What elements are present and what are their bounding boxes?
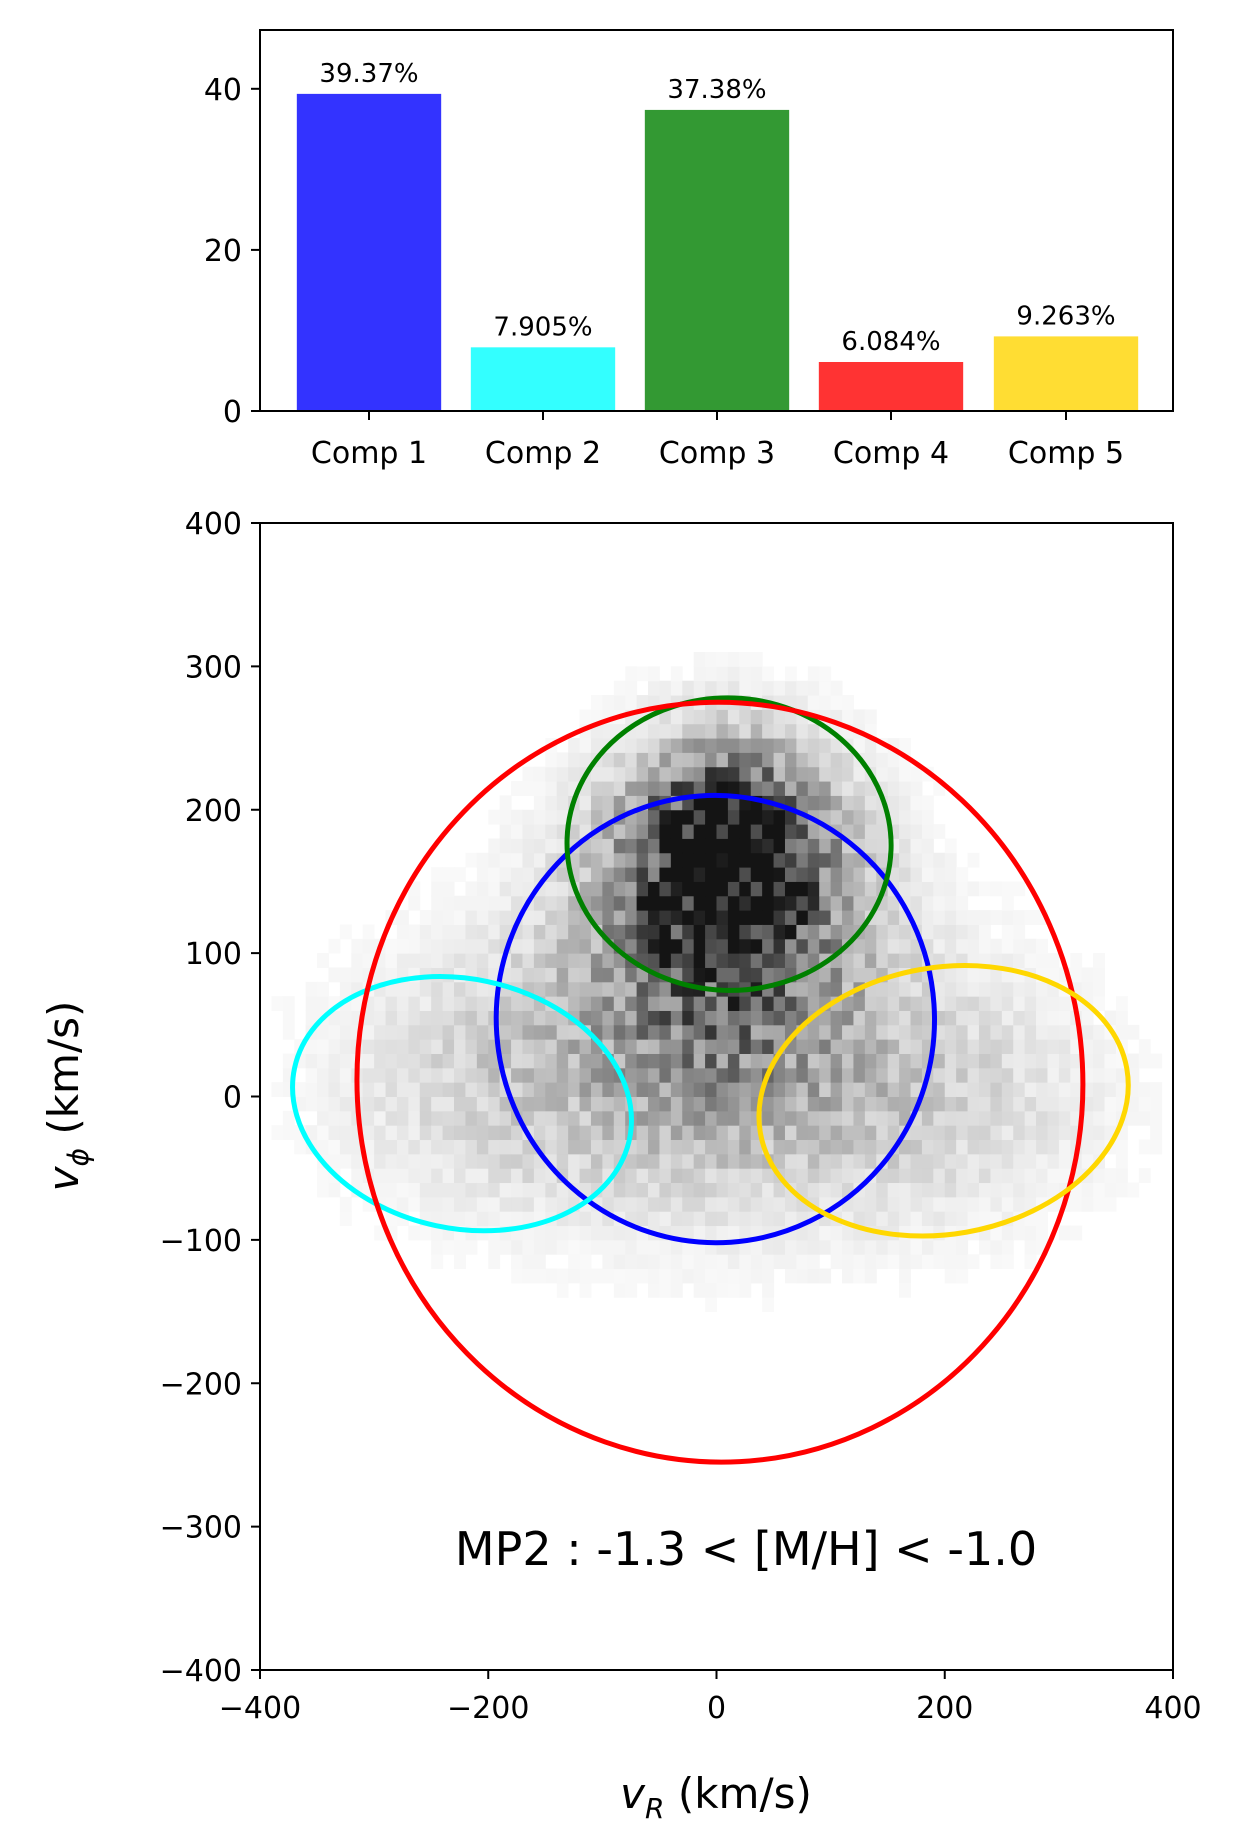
x-tick-label: 200: [916, 1691, 973, 1726]
category-label: Comp 4: [833, 436, 949, 471]
y-tick-label: −100: [160, 1224, 242, 1259]
y-tick-label: 20: [204, 234, 242, 269]
x-tick-label: 0: [707, 1691, 726, 1726]
density-histogram: [271, 652, 1163, 1313]
y-tick-label: 300: [185, 650, 242, 685]
ellipse-comp-5: [756, 963, 1131, 1239]
bar-value-label: 37.38%: [667, 75, 766, 105]
y-axis-label: vϕ (km/s): [39, 1001, 95, 1192]
bar-chart: 39.37% 7.905% 37.38% 6.084% 9.263% 0 20 40 Com…: [204, 29, 1174, 471]
category-label: Comp 5: [1008, 436, 1124, 471]
category-label: Comp 3: [659, 436, 775, 471]
y-tick-label: 200: [185, 794, 242, 829]
x-axis-label: vR (km/s): [620, 1769, 812, 1825]
category-label: Comp 1: [311, 436, 427, 471]
bar-3: [644, 109, 790, 412]
y-tick-label: −300: [160, 1511, 242, 1546]
ellipse-comp-2: [290, 974, 634, 1234]
bar-5: [993, 336, 1139, 411]
ellipse-comp-4: [354, 699, 1086, 1465]
y-tick-label: −400: [160, 1654, 242, 1689]
bar-4: [818, 361, 964, 411]
x-tick-label: −200: [447, 1691, 529, 1726]
bar-chart-border: [259, 29, 1174, 412]
category-label: Comp 2: [485, 436, 601, 471]
y-tick-label: 40: [204, 73, 242, 108]
x-tick-label: 400: [1144, 1691, 1201, 1726]
y-tick-label: −200: [160, 1367, 242, 1402]
bar-value-label: 39.37%: [319, 59, 418, 89]
bar-value-label: 9.263%: [1016, 301, 1115, 331]
metallicity-annotation: MP2 : -1.3 < [M/H] < -1.0: [455, 1522, 1037, 1576]
y-tick-label: 0: [223, 395, 242, 430]
velocity-plot: MP2 : -1.3 < [M/H] < -1.0 −400 −300 −200 −1…: [39, 507, 1202, 1825]
y-tick-label: 100: [185, 937, 242, 972]
ellipse-comp-1: [493, 792, 938, 1246]
bar-1: [296, 93, 442, 411]
y-tick-label: 400: [185, 507, 242, 542]
bar-2: [470, 347, 616, 411]
bar-value-label: 7.905%: [493, 312, 592, 342]
bar-value-label: 6.084%: [841, 327, 940, 357]
ellipse-comp-3: [564, 695, 894, 993]
y-tick-label: 0: [223, 1081, 242, 1116]
x-tick-label: −400: [219, 1691, 301, 1726]
velocity-plot-border: [259, 522, 1174, 1671]
